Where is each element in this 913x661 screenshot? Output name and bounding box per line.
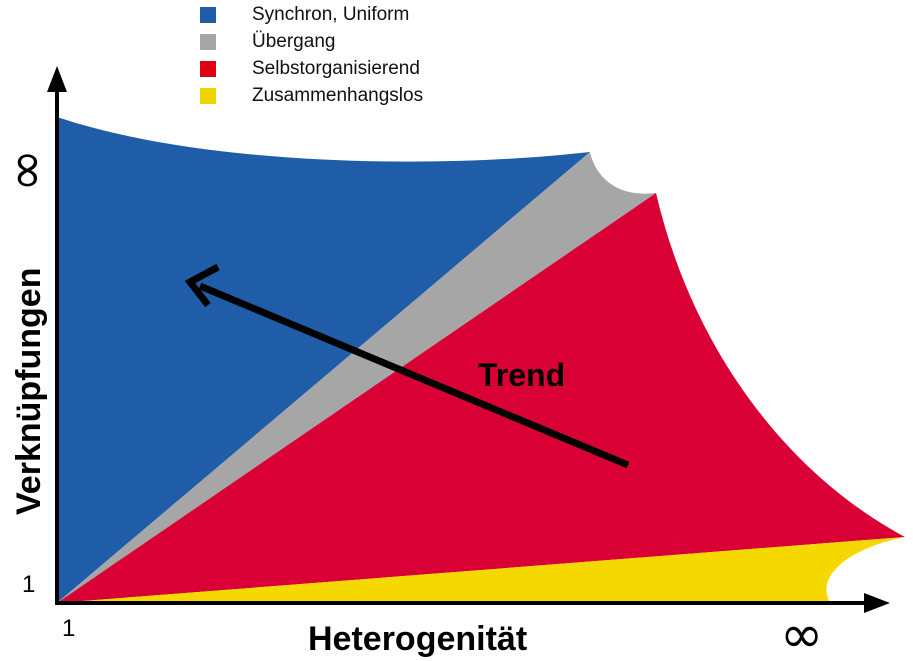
legend-label: Übergang <box>252 31 336 52</box>
legend-label: Zusammenhangslos <box>252 85 424 106</box>
region-selbstorganisierend <box>57 193 905 603</box>
y-axis-title: Verknüpfungen <box>10 268 48 515</box>
trend-arrow-shaft <box>198 282 630 469</box>
legend-item: Übergang <box>200 31 335 53</box>
legend-item: Selbstorganisierend <box>200 58 420 80</box>
x-infinity-symbol: ∞ <box>780 605 823 661</box>
legend-swatch-selbstorganisierend <box>200 61 216 77</box>
y-axis-arrowhead <box>47 66 67 92</box>
y-origin-label: 1 <box>22 571 35 598</box>
legend-label: Synchron, Uniform <box>252 4 410 25</box>
x-axis-arrowhead <box>864 593 890 613</box>
legend-label: Selbstorganisierend <box>252 58 420 79</box>
y-infinity-symbol: ∞ <box>0 149 56 192</box>
x-axis-title: Heterogenität <box>308 620 527 658</box>
region-synchron-uniform <box>57 117 590 603</box>
trend-arrowhead <box>184 263 220 308</box>
legend-item: Synchron, Uniform <box>200 4 409 26</box>
trend-label: Trend <box>478 357 565 393</box>
x-origin-label: 1 <box>62 615 75 642</box>
region-uebergang <box>57 152 656 603</box>
legend-swatch-uebergang <box>200 34 216 50</box>
region-zusammenhangslos <box>57 537 905 603</box>
legend-swatch-synchron <box>200 7 216 23</box>
legend-item: Zusammenhangslos <box>200 85 423 107</box>
legend-swatch-zusammenhangslos <box>200 88 216 104</box>
